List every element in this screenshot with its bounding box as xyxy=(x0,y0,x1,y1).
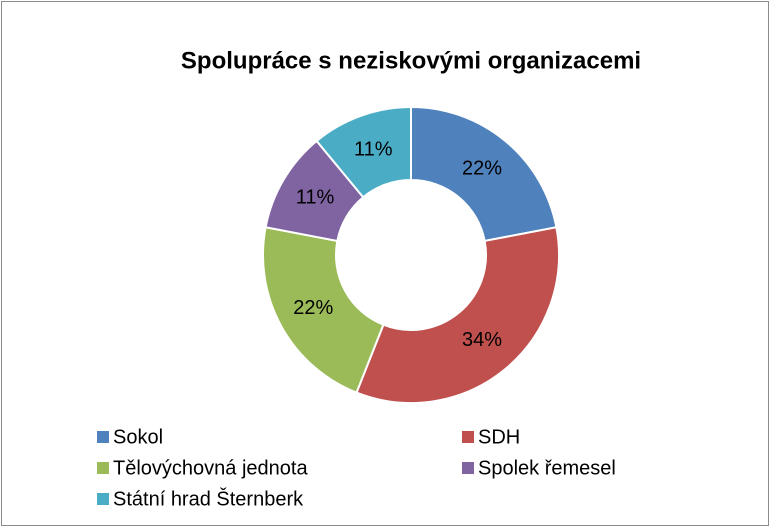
legend-label: Tělovýchovná jednota xyxy=(113,457,308,479)
legend-swatch xyxy=(462,462,474,474)
donut-segment xyxy=(315,105,412,199)
chart-title: Spolupráce s neziskovými organizacemi xyxy=(181,47,641,74)
legend-label: Spolek řemesel xyxy=(478,457,616,479)
data-label: 22% xyxy=(462,157,502,179)
donut-segment xyxy=(355,226,560,404)
legend-label: Státní hrad Šternberk xyxy=(113,487,304,510)
legend-label: Sokol xyxy=(113,426,163,448)
donut-segment xyxy=(262,226,385,394)
data-label: 11% xyxy=(296,187,335,209)
legend-label: SDH xyxy=(478,426,520,448)
legend-swatch xyxy=(97,493,109,505)
data-label: 34% xyxy=(462,329,502,351)
legend-swatch xyxy=(462,431,474,443)
data-label: 22% xyxy=(293,297,333,319)
legend-swatch xyxy=(97,462,109,474)
data-label: 11% xyxy=(354,138,393,160)
donut-segment xyxy=(410,105,558,243)
legend-swatch xyxy=(97,431,109,443)
